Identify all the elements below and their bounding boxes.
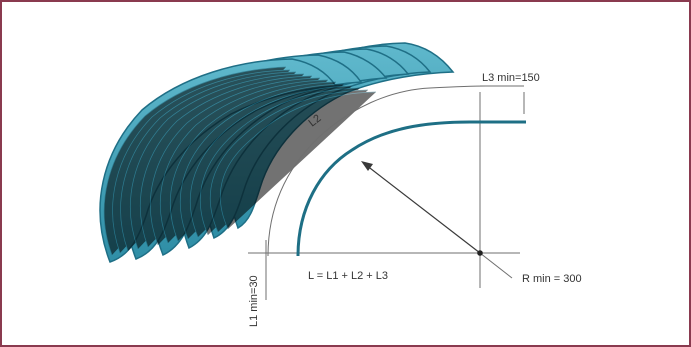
outer-guide-arc <box>267 85 487 257</box>
r-min-leader <box>479 252 513 279</box>
l3-min-label: L3 min=150 <box>482 72 540 84</box>
l2-label: L2 <box>306 112 323 129</box>
profile-curve <box>296 120 526 257</box>
radius-arrow <box>361 161 483 256</box>
curved-roof-sheets <box>99 42 455 263</box>
center-point <box>477 250 483 256</box>
length-formula-label: L = L1 + L2 + L3 <box>308 270 388 282</box>
l1-min-label: L1 min=30 <box>248 275 260 327</box>
r-min-label: R min = 300 <box>522 273 582 285</box>
